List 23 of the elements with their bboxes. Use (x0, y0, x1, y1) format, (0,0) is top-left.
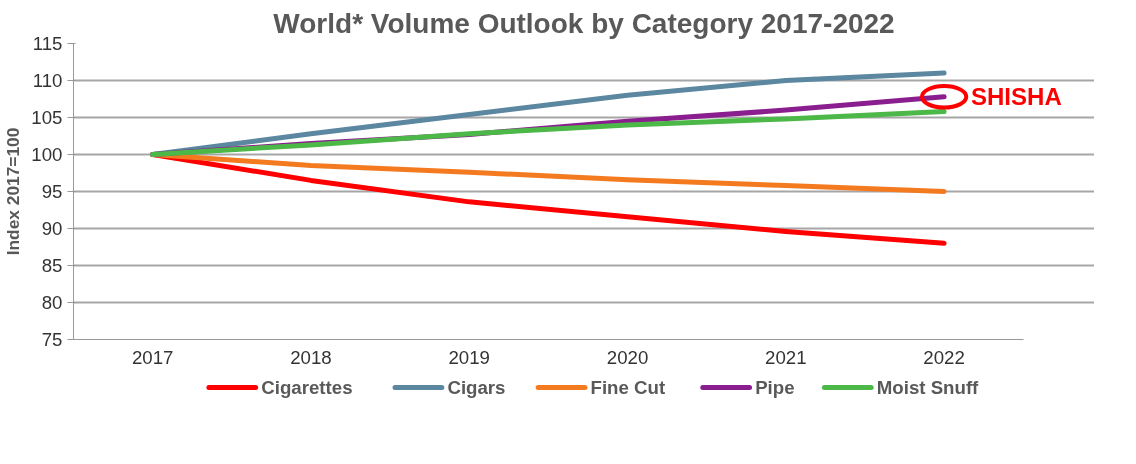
legend-label: Moist Snuff (876, 377, 980, 398)
legend-label: Pipe (755, 377, 795, 398)
y-tick-label: 110 (32, 70, 63, 91)
x-tick-label: 2017 (131, 346, 174, 368)
x-tick-label: 2021 (765, 346, 807, 368)
x-tick-label: 2022 (923, 346, 965, 368)
y-tick-label: 85 (41, 255, 63, 276)
y-tick-label: 105 (31, 107, 63, 128)
y-tick-label: 100 (31, 144, 63, 165)
x-tick-label: 2020 (606, 346, 649, 368)
legend-label: Cigarettes (261, 377, 353, 398)
x-tick-label: 2019 (448, 346, 490, 368)
y-axis-title: Index 2017=100 (3, 127, 24, 256)
y-tick-label: 75 (41, 329, 63, 350)
legend-label: Cigars (447, 377, 506, 398)
legend-label: Fine Cut (590, 377, 666, 398)
y-tick-label: 80 (41, 292, 63, 313)
y-tick-label: 115 (32, 33, 63, 54)
x-tick-label: 2018 (290, 346, 332, 368)
y-tick-label: 90 (41, 218, 63, 239)
y-tick-label: 95 (41, 181, 63, 202)
chart-title: World* Volume Outlook by Category 2017-2022 (273, 7, 895, 39)
annotation: SHISHA (971, 83, 1062, 111)
